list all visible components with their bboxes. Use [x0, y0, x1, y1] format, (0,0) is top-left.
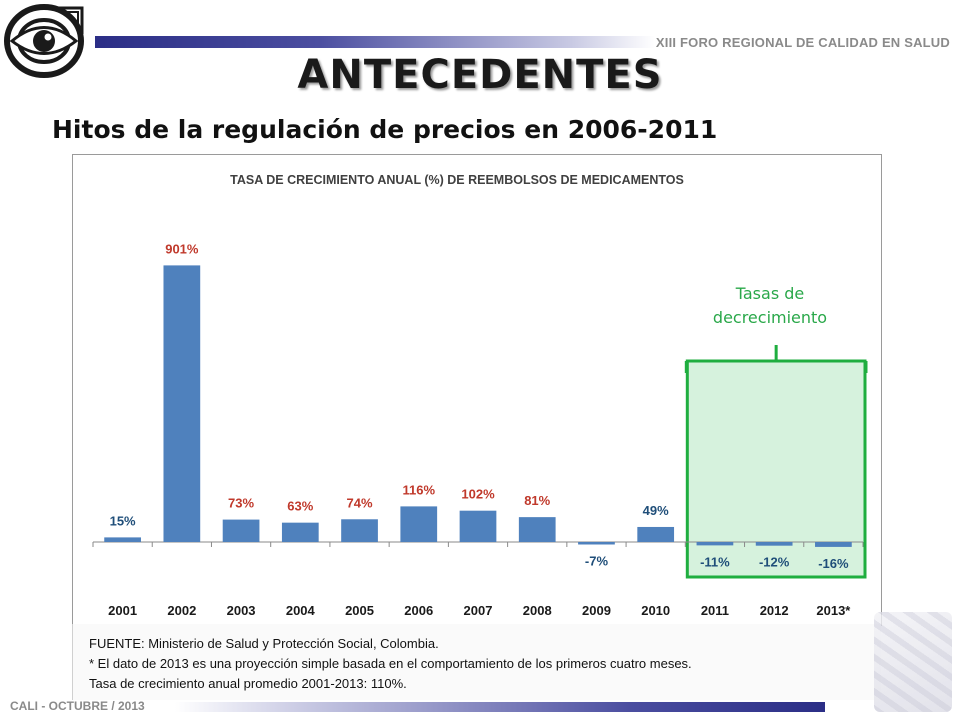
x-tick-label: 2009 [582, 603, 611, 618]
x-tick-label: 2007 [464, 603, 493, 618]
data-label: -11% [700, 554, 730, 569]
forum-title: XIII FORO REGIONAL DE CALIDAD EN SALUD [655, 35, 950, 50]
chart-bar [222, 519, 260, 542]
x-tick-label: 2004 [286, 603, 316, 618]
source-note: FUENTE: Ministerio de Salud y Protección… [89, 636, 439, 651]
x-tick-label: 2013* [816, 603, 851, 618]
chart-bar [755, 542, 793, 546]
x-tick-label: 2012 [760, 603, 789, 618]
chart-bar [400, 506, 438, 542]
chart-bar [459, 510, 497, 542]
highlight-label: Tasas de decrecimiento [686, 282, 854, 330]
x-tick-label: 2011 [701, 603, 729, 618]
chart-bar [578, 542, 615, 545]
chart-bar [696, 542, 734, 546]
x-tick-label: 2005 [345, 603, 374, 618]
x-tick-label: 2008 [523, 603, 552, 618]
data-label: -7% [585, 554, 609, 569]
x-tick-label: 2002 [167, 603, 196, 618]
decorative-image [874, 612, 952, 712]
footer-event: CALI - OCTUBRE / 2013 [10, 699, 145, 713]
data-label: 15% [110, 513, 136, 528]
x-tick-label: 2003 [227, 603, 256, 618]
data-label: 73% [228, 496, 254, 511]
x-tick-label: 2001 [108, 603, 137, 618]
footer-bar [175, 702, 825, 712]
chart-title: TASA DE CRECIMIENTO ANUAL (%) DE REEMBOL… [230, 173, 684, 187]
data-label: 116% [402, 482, 435, 497]
data-label: 74% [347, 495, 373, 510]
header-bar [95, 36, 655, 48]
footnote: * El dato de 2013 es una proyección simp… [89, 656, 692, 671]
highlight-label-line2: decrecimiento [712, 308, 828, 327]
chart-bar [281, 522, 319, 542]
eye-logo-icon [4, 4, 84, 78]
data-label: 49% [643, 503, 669, 518]
chart-notes: FUENTE: Ministerio de Salud y Protección… [72, 624, 881, 700]
average-note: Tasa de crecimiento anual promedio 2001-… [89, 676, 407, 691]
chart-bar [518, 517, 556, 542]
data-label: 102% [461, 487, 495, 502]
data-label: 81% [524, 493, 550, 508]
chart-bar [104, 537, 141, 542]
data-label: 63% [287, 499, 313, 514]
chart-container: TASA DE CRECIMIENTO ANUAL (%) DE REEMBOL… [72, 154, 882, 626]
chart-bar [815, 542, 852, 547]
x-tick-label: 2010 [641, 603, 670, 618]
chart-bar [163, 265, 201, 542]
x-tick-label: 2006 [404, 603, 433, 618]
chart-bar [341, 519, 378, 542]
data-label: 901% [165, 241, 199, 256]
bar-chart: TASA DE CRECIMIENTO ANUAL (%) DE REEMBOL… [92, 173, 868, 618]
highlight-label-line1: Tasas de [735, 284, 805, 303]
highlight-box [685, 359, 867, 579]
chart-bar [637, 526, 675, 542]
data-label: -16% [818, 556, 849, 571]
highlight-bracket [684, 345, 868, 373]
page-title: ANTECEDENTES [297, 52, 663, 98]
data-label: -12% [759, 555, 790, 570]
page-subtitle: Hitos de la regulación de precios en 200… [52, 115, 718, 144]
